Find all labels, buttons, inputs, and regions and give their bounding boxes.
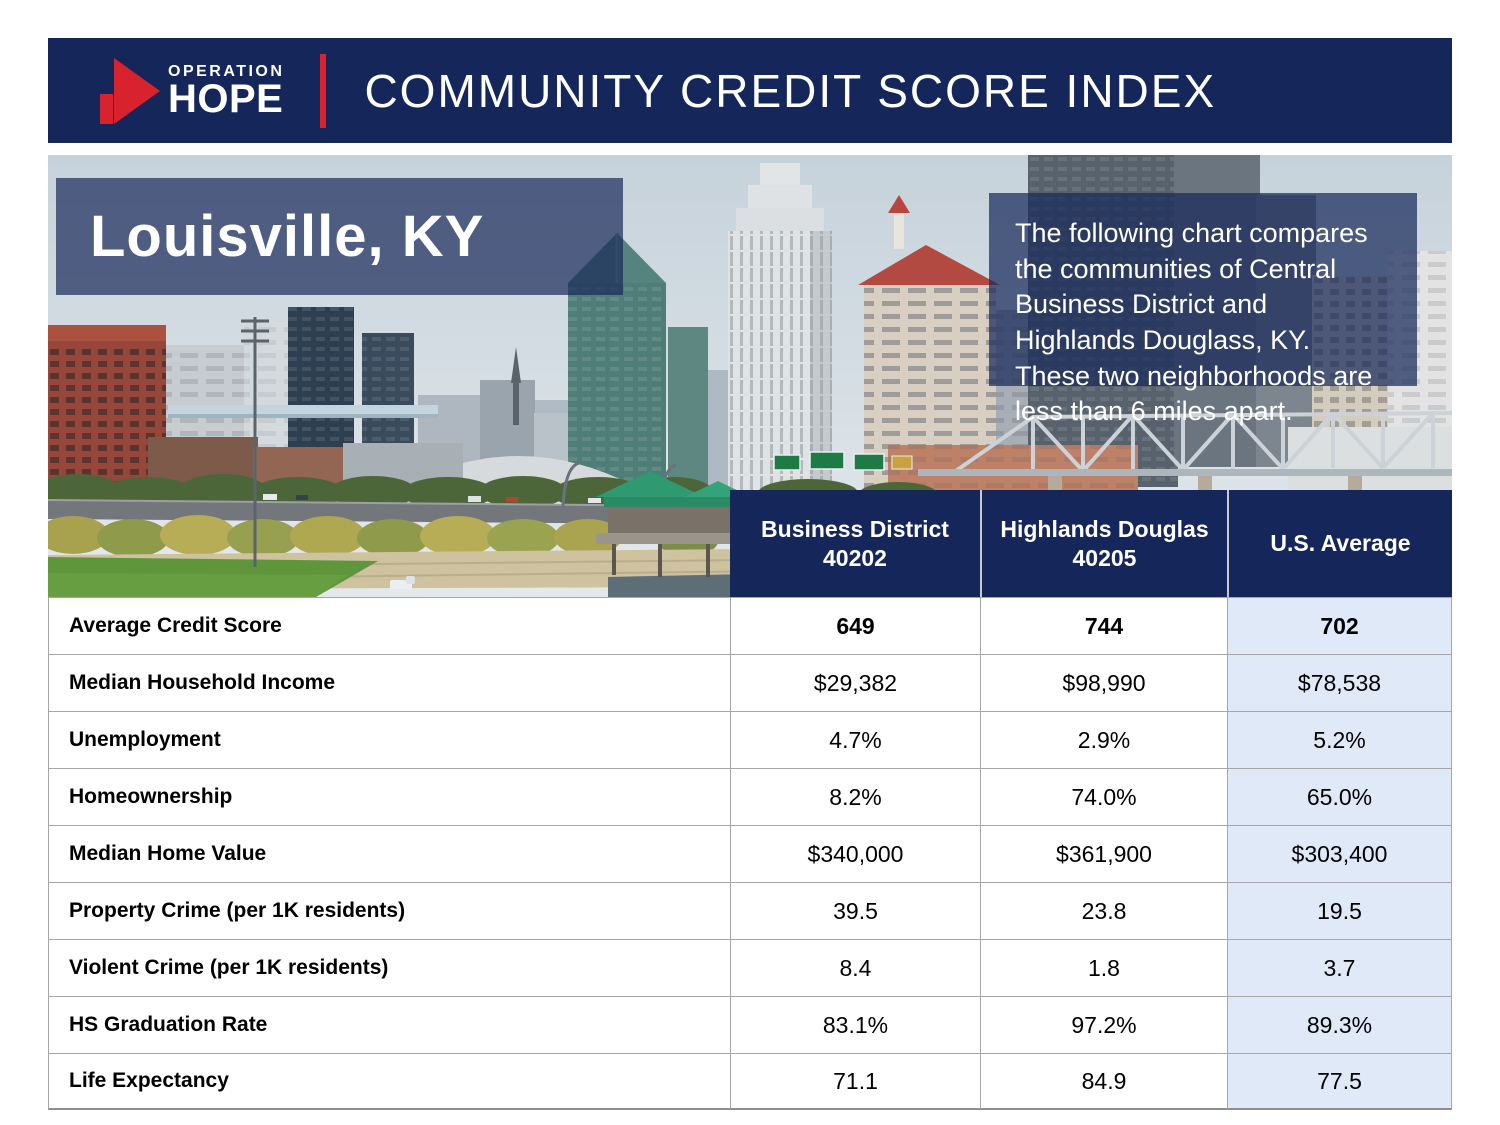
logo-hope-text: HOPE bbox=[168, 76, 284, 121]
cell-value: 4.7% bbox=[730, 711, 980, 768]
row-label: Median Household Income bbox=[48, 654, 730, 711]
cell-value-us-average: $303,400 bbox=[1227, 825, 1452, 882]
cell-value-us-average: 5.2% bbox=[1227, 711, 1452, 768]
logo-operation-text: OPERATION bbox=[168, 62, 285, 80]
cell-value-us-average: 702 bbox=[1227, 597, 1452, 654]
table-header-row: Business District 40202 Highlands Dougla… bbox=[48, 490, 1452, 597]
cell-value-us-average: $78,538 bbox=[1227, 654, 1452, 711]
table-row-average-credit-score: Average Credit Score 649 744 702 bbox=[48, 597, 1452, 654]
cell-value: 39.5 bbox=[730, 882, 980, 939]
table-row-property-crime: Property Crime (per 1K residents) 39.5 2… bbox=[48, 882, 1452, 939]
cell-value-us-average: 3.7 bbox=[1227, 939, 1452, 996]
cell-value: 8.2% bbox=[730, 768, 980, 825]
column-header-us-average: U.S. Average bbox=[1227, 490, 1452, 597]
table-row-unemployment: Unemployment 4.7% 2.9% 5.2% bbox=[48, 711, 1452, 768]
city-title-box: Louisville, KY bbox=[56, 178, 623, 295]
table-row-median-home-value: Median Home Value $340,000 $361,900 $303… bbox=[48, 825, 1452, 882]
cell-value-us-average: 77.5 bbox=[1227, 1053, 1452, 1110]
cell-value: 83.1% bbox=[730, 996, 980, 1053]
row-label: Average Credit Score bbox=[48, 597, 730, 654]
city-title: Louisville, KY bbox=[90, 204, 485, 269]
column-header-business-district: Business District 40202 bbox=[730, 490, 980, 597]
header-spacer-cell bbox=[48, 490, 730, 597]
cell-value: 2.9% bbox=[980, 711, 1227, 768]
logo-text: OPERATION HOPE bbox=[168, 62, 285, 121]
column-header-highlands-douglas: Highlands Douglas 40205 bbox=[980, 490, 1227, 597]
page-title: COMMUNITY CREDIT SCORE INDEX bbox=[364, 64, 1217, 117]
cell-value-us-average: 19.5 bbox=[1227, 882, 1452, 939]
cell-value: 8.4 bbox=[730, 939, 980, 996]
row-label: Violent Crime (per 1K residents) bbox=[48, 939, 730, 996]
cell-value: $340,000 bbox=[730, 825, 980, 882]
cell-value: 74.0% bbox=[980, 768, 1227, 825]
description-text: The following chart compares the communi… bbox=[1015, 218, 1373, 427]
hope-arrow-icon bbox=[100, 57, 160, 124]
cell-value: 23.8 bbox=[980, 882, 1227, 939]
table-row-hs-graduation-rate: HS Graduation Rate 83.1% 97.2% 89.3% bbox=[48, 996, 1452, 1053]
cell-value: 97.2% bbox=[980, 996, 1227, 1053]
cell-value: $98,990 bbox=[980, 654, 1227, 711]
cell-value-us-average: 89.3% bbox=[1227, 996, 1452, 1053]
cell-value: 649 bbox=[730, 597, 980, 654]
cell-value: $361,900 bbox=[980, 825, 1227, 882]
row-label: Median Home Value bbox=[48, 825, 730, 882]
table-row-homeownership: Homeownership 8.2% 74.0% 65.0% bbox=[48, 768, 1452, 825]
table-row-life-expectancy: Life Expectancy 71.1 84.9 77.5 bbox=[48, 1053, 1452, 1110]
cell-value: 1.8 bbox=[980, 939, 1227, 996]
cell-value: 84.9 bbox=[980, 1053, 1227, 1110]
row-label: Life Expectancy bbox=[48, 1053, 730, 1110]
header-divider bbox=[320, 53, 327, 128]
row-label: Unemployment bbox=[48, 711, 730, 768]
comparison-table: Business District 40202 Highlands Dougla… bbox=[48, 490, 1452, 1110]
cell-value-us-average: 65.0% bbox=[1227, 768, 1452, 825]
cell-value: 71.1 bbox=[730, 1053, 980, 1110]
row-label: Property Crime (per 1K residents) bbox=[48, 882, 730, 939]
louisville-skyline-photo: Louisville, KY The following chart compa… bbox=[48, 155, 1452, 597]
top-header: OPERATION HOPE COMMUNITY CREDIT SCORE IN… bbox=[48, 38, 1452, 143]
operation-hope-logo: OPERATION HOPE bbox=[100, 52, 284, 130]
row-label: Homeownership bbox=[48, 768, 730, 825]
table-row-median-household-income: Median Household Income $29,382 $98,990 … bbox=[48, 654, 1452, 711]
row-label: HS Graduation Rate bbox=[48, 996, 730, 1053]
description-box: The following chart compares the communi… bbox=[989, 193, 1417, 426]
cell-value: $29,382 bbox=[730, 654, 980, 711]
cell-value: 744 bbox=[980, 597, 1227, 654]
table-body: Average Credit Score 649 744 702 Median … bbox=[48, 597, 1452, 1110]
table-row-violent-crime: Violent Crime (per 1K residents) 8.4 1.8… bbox=[48, 939, 1452, 996]
